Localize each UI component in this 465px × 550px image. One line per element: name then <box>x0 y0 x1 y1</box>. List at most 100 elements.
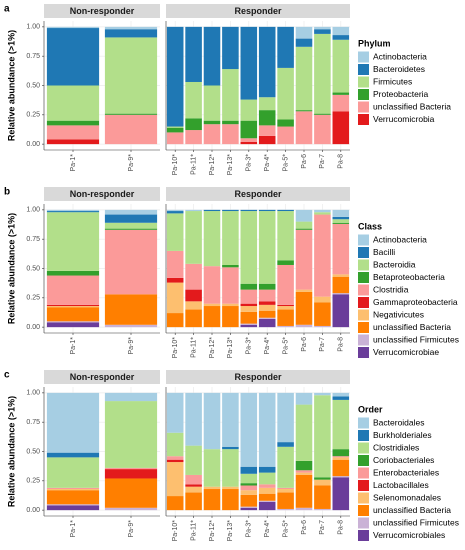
legend-label: Actinobacteria <box>373 234 427 244</box>
bar-segment <box>258 487 276 494</box>
bar-segment <box>240 483 258 486</box>
y-tick-label: 0.25 <box>26 112 40 119</box>
bar-segment <box>295 229 313 290</box>
bar-segment <box>240 473 258 484</box>
bar-segment <box>314 296 331 303</box>
bar-segment <box>104 401 158 468</box>
bar-segment <box>332 111 350 145</box>
bar-segment <box>222 264 239 268</box>
facet-title: Non-responder <box>70 372 135 382</box>
bar-segment <box>46 489 100 491</box>
bar-segment <box>332 39 350 93</box>
bar-segment <box>104 222 158 229</box>
bar-segment <box>240 120 258 139</box>
legend-label: Clostridiales <box>373 442 419 452</box>
x-tick-label: Pa-5* <box>282 154 289 172</box>
bar-segment <box>222 69 239 121</box>
x-tick-label: Pa-3* <box>246 337 253 355</box>
bar-segment <box>258 466 276 473</box>
bar-segment <box>277 306 294 310</box>
bar-segment <box>222 306 239 328</box>
bar-segment <box>314 33 331 114</box>
bar-segment <box>240 392 258 467</box>
x-tick-label: Pa-12* <box>209 154 216 176</box>
legend-swatch <box>358 101 369 113</box>
x-tick-label: Pa-4* <box>264 337 271 355</box>
bar-segment <box>46 209 100 212</box>
bar-segment <box>46 125 100 140</box>
legend-label: Actinobacteria <box>373 51 427 61</box>
bar-segment <box>295 404 313 461</box>
bar-segment <box>295 46 313 111</box>
bar-segment <box>240 283 258 290</box>
facet-strip <box>166 370 350 384</box>
bar-segment <box>277 446 294 488</box>
bar-segment <box>258 135 276 145</box>
bar-segment <box>203 392 221 450</box>
bar-segment <box>258 211 276 284</box>
y-tick-label: 1.00 <box>26 207 40 214</box>
bar-segment <box>295 209 313 222</box>
bar-segment <box>104 113 158 115</box>
bar-segment <box>46 457 100 488</box>
bar-segment <box>332 276 350 294</box>
bar-segment <box>258 304 276 311</box>
legend-swatch <box>358 334 369 346</box>
y-tick-label: 0.50 <box>26 448 40 455</box>
legend-label: Bacteroidia <box>373 259 416 269</box>
x-tick-label: Pa-13* <box>227 337 234 359</box>
bar-segment <box>222 446 239 450</box>
legend-label: unclassified Firmicutes <box>373 334 459 344</box>
bar-segment <box>314 485 331 509</box>
bar-segment <box>185 492 202 511</box>
bar-segment <box>277 392 294 443</box>
bar-segment <box>46 139 100 145</box>
legend-label: Verrucomicrobia <box>373 114 435 124</box>
bar-segment <box>258 301 276 305</box>
bar-segment <box>295 507 313 511</box>
bar-segment <box>203 124 221 145</box>
bar-segment <box>166 282 184 314</box>
bar-segment <box>314 302 331 326</box>
bar-segment <box>222 120 239 125</box>
bar-segment <box>46 212 100 271</box>
bar-segment <box>295 291 313 325</box>
x-tick-label: Pa-6 <box>301 520 308 535</box>
bar-segment <box>222 449 239 487</box>
legend-swatch <box>358 492 369 504</box>
bar-segment <box>185 209 202 212</box>
bar-segment <box>166 462 184 497</box>
bar-segment <box>332 396 350 400</box>
bar-segment <box>185 484 202 487</box>
bar-segment <box>185 26 202 82</box>
x-tick-label: Pa-13* <box>227 520 234 542</box>
bar-segment <box>332 477 350 511</box>
bar-segment <box>185 474 202 485</box>
bar-segment <box>203 211 221 267</box>
bar-segment <box>104 26 158 30</box>
bar-segment <box>46 452 100 458</box>
bar-segment <box>258 484 276 488</box>
bar-segment <box>314 29 331 34</box>
bar-segment <box>222 489 239 511</box>
bar-segment <box>240 485 258 491</box>
bar-segment <box>222 211 239 265</box>
x-tick-label: Pa-1* <box>70 337 77 355</box>
bar-segment <box>277 325 294 328</box>
bar-segment <box>46 321 100 323</box>
x-tick-label: Pa-3* <box>246 154 253 172</box>
bar-segment <box>104 324 158 328</box>
y-tick-label: 1.00 <box>26 390 40 397</box>
x-tick-label: Pa-10* <box>172 154 179 176</box>
bar-segment <box>185 301 202 310</box>
bar-segment <box>314 26 331 30</box>
bar-segment <box>277 209 294 212</box>
x-tick-label: Pa-1* <box>70 520 77 538</box>
bar-segment <box>258 209 276 212</box>
bar-segment <box>332 26 350 36</box>
legend-swatch <box>358 480 369 491</box>
bar-segment <box>258 501 276 511</box>
legend-swatch <box>358 430 369 441</box>
bar-segment <box>314 477 331 480</box>
legend-swatch <box>358 272 369 283</box>
